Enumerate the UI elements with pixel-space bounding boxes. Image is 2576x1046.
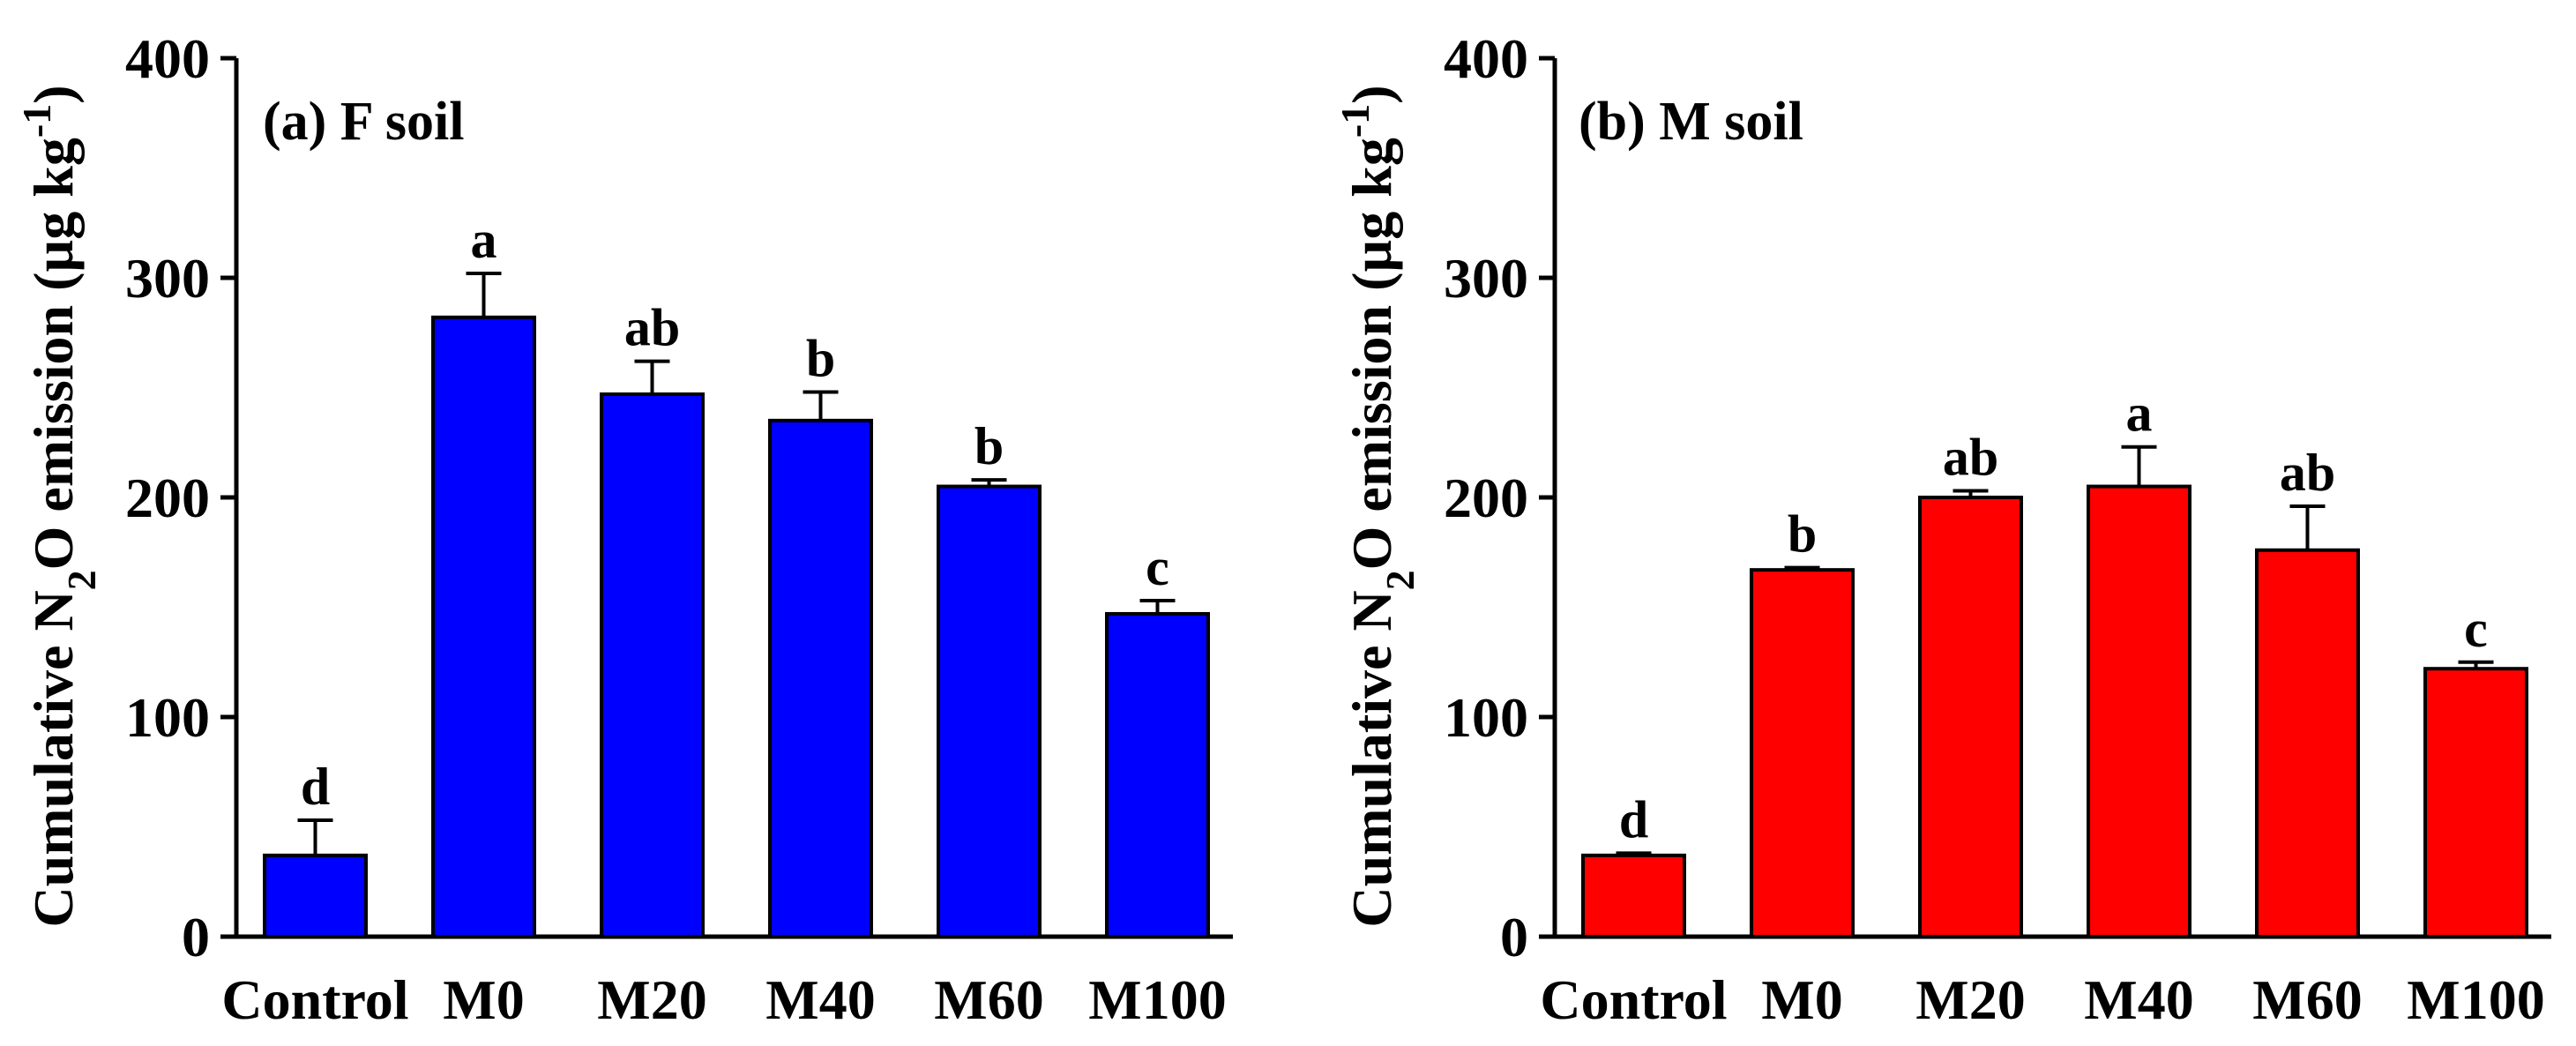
significance-label: b <box>974 417 1004 475</box>
significance-label: c <box>1146 538 1169 596</box>
x-tick-label: M40 <box>2084 968 2193 1031</box>
y-tick-label: 200 <box>1444 467 1528 529</box>
significance-label: d <box>1619 790 1648 848</box>
y-tick-label: 100 <box>125 686 210 749</box>
x-tick-label: M0 <box>1761 968 1842 1031</box>
y-tick-label: 300 <box>1444 247 1528 310</box>
bar-control <box>263 853 368 938</box>
chart-panel-1: 0 100 200 300 400 Cumulative N2O emission (µg… <box>14 27 1233 1031</box>
x-tick-label: M100 <box>1088 968 1226 1031</box>
bar-m0 <box>431 315 536 938</box>
significance-label: c <box>2464 600 2488 658</box>
bar-m60 <box>937 484 1042 938</box>
panel-title: (b) M soil <box>1579 92 1803 152</box>
bar-m40 <box>768 418 873 939</box>
x-tick-label: M60 <box>934 968 1043 1031</box>
x-tick-label: M40 <box>765 968 875 1031</box>
x-tick-label: M100 <box>2407 968 2544 1031</box>
bar-m100 <box>1105 611 1210 938</box>
bar-m100 <box>2423 667 2528 938</box>
y-tick-label: 0 <box>182 906 210 968</box>
y-tick-label: 200 <box>125 467 210 529</box>
bar-m40 <box>2087 484 2191 938</box>
y-tick-label: 400 <box>1444 27 1528 90</box>
x-tick-label: M60 <box>2252 968 2362 1031</box>
x-tick-label: Control <box>221 968 408 1031</box>
x-tick-label: Control <box>1540 968 1727 1031</box>
y-tick-label: 100 <box>1444 686 1528 749</box>
bar-m0 <box>1750 568 1855 938</box>
y-axis-label: Cumulative N2O emission (µg kg-1) <box>1333 85 1422 927</box>
bar-m20 <box>600 392 705 939</box>
significance-label: ab <box>624 299 680 357</box>
significance-label: b <box>806 329 835 387</box>
y-axis-label: Cumulative N2O emission (µg kg-1) <box>14 85 104 927</box>
significance-label: d <box>301 758 330 816</box>
bar-m60 <box>2255 548 2360 938</box>
significance-label: ab <box>1943 429 1998 487</box>
x-tick-label: M20 <box>1915 968 2025 1031</box>
x-tick-label: M0 <box>443 968 524 1031</box>
bar-control <box>1581 853 1686 938</box>
significance-label: b <box>1788 505 1817 564</box>
y-tick-label: 400 <box>125 27 210 90</box>
panel-title: (a) F soil <box>263 92 464 152</box>
y-tick-label: 300 <box>125 247 210 310</box>
bar-m20 <box>1918 496 2023 938</box>
significance-label: ab <box>2280 444 2335 502</box>
significance-label: a <box>471 211 497 269</box>
y-tick-label: 0 <box>1500 906 1528 968</box>
chart-panel-2: 0 100 200 300 400 Cumulative N2O emission (µg… <box>1333 27 2551 1031</box>
x-tick-label: M20 <box>597 968 706 1031</box>
significance-label: a <box>2126 385 2153 443</box>
